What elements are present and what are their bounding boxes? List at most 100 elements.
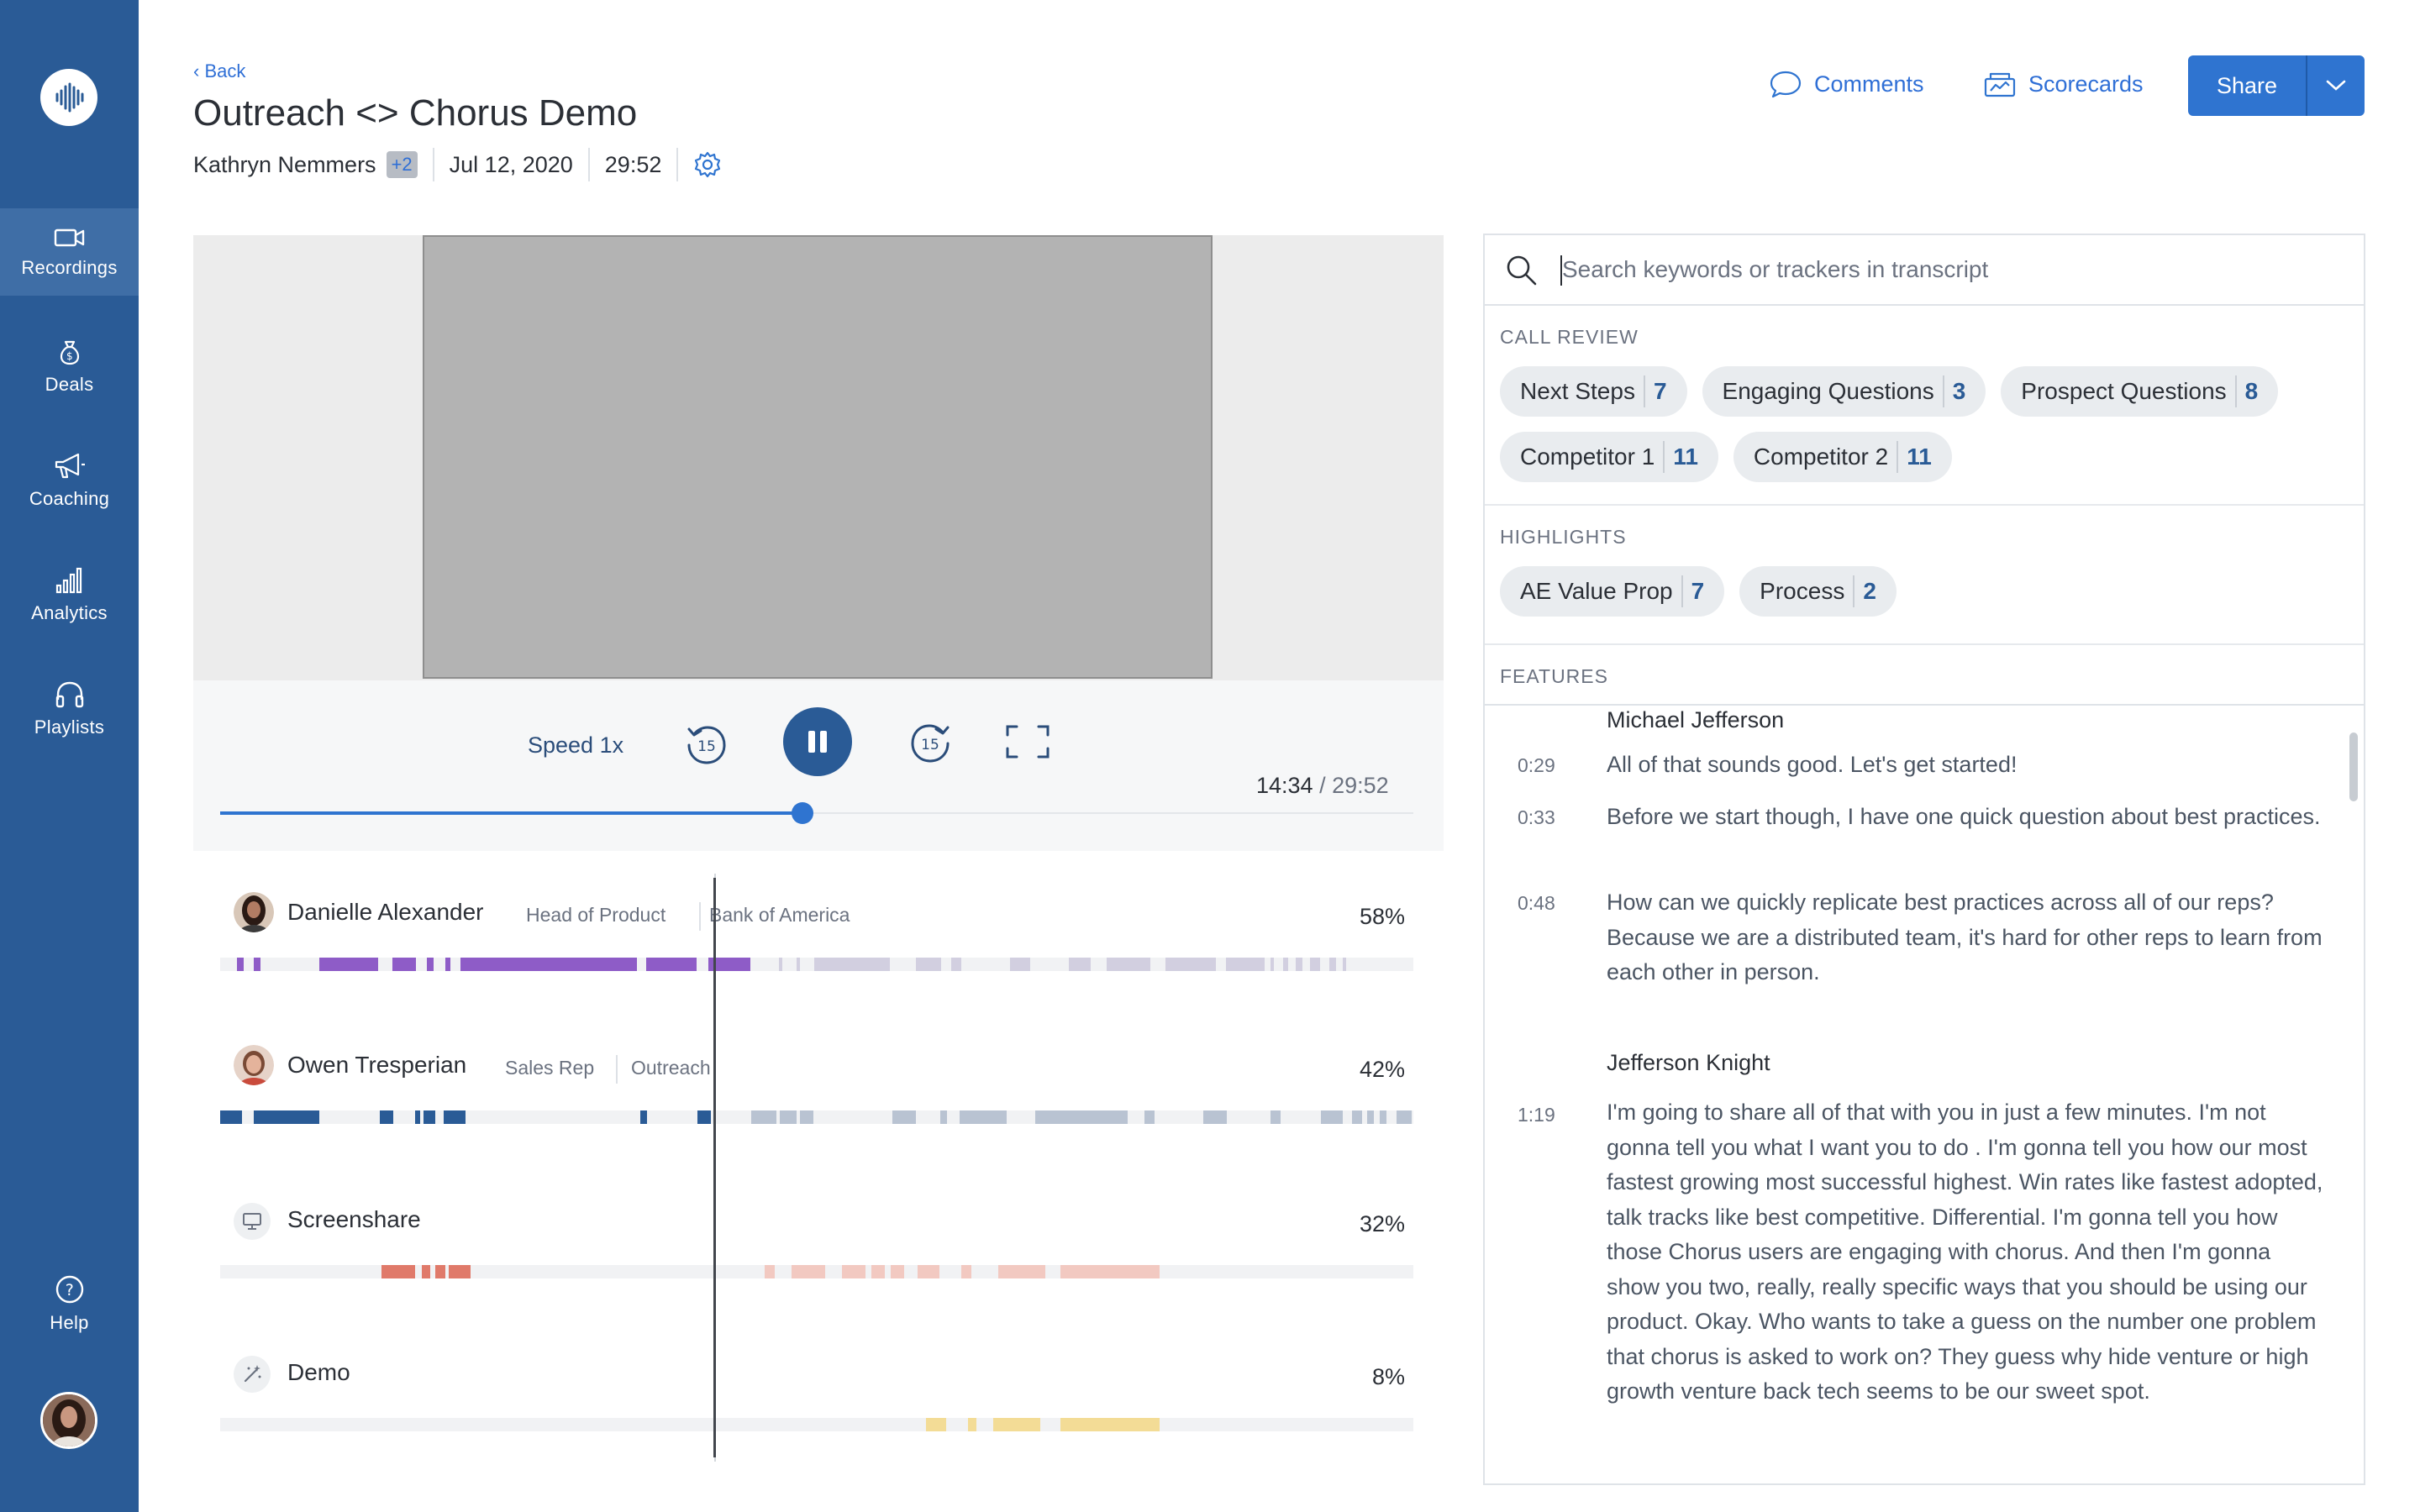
tracker-chip[interactable]: Competitor 2 11 <box>1733 432 1952 482</box>
timeline-segment[interactable] <box>916 958 941 971</box>
extra-participants-badge[interactable]: +2 <box>386 151 418 178</box>
timeline-segment[interactable] <box>751 1110 776 1124</box>
search-input[interactable] <box>1562 254 2318 286</box>
timeline-segment[interactable] <box>445 958 450 971</box>
sidebar-item-analytics[interactable]: Analytics <box>0 551 139 638</box>
timeline-segment[interactable] <box>998 1265 1045 1278</box>
user-avatar[interactable] <box>40 1392 97 1449</box>
timeline-segment[interactable] <box>444 1110 466 1124</box>
timeline-segment[interactable] <box>926 1418 946 1431</box>
tracker-chip[interactable]: Next Steps 7 <box>1500 366 1687 417</box>
tracker-chip[interactable]: Process 2 <box>1739 566 1897 617</box>
timeline-segment[interactable] <box>951 958 961 971</box>
timeline-segment[interactable] <box>427 958 434 971</box>
transcript-timestamp[interactable]: 0:48 <box>1518 892 1555 914</box>
timeline-segment[interactable] <box>1165 958 1216 971</box>
progress-track[interactable] <box>220 812 1413 814</box>
timeline-segment[interactable] <box>1352 1110 1362 1124</box>
timeline-segment[interactable] <box>1283 958 1288 971</box>
progress-knob[interactable] <box>791 802 813 824</box>
timeline-segment[interactable] <box>435 1265 445 1278</box>
sidebar-item-help[interactable]: ? Help <box>0 1260 139 1347</box>
transcript-timestamp[interactable]: 0:33 <box>1518 806 1555 828</box>
sidebar-item-recordings[interactable]: Recordings <box>0 208 139 296</box>
share-dropdown-toggle[interactable] <box>2307 79 2365 92</box>
speaker-row[interactable]: Owen Tresperian Sales Rep Outreach 42% <box>220 1045 1413 1171</box>
timeline-segment[interactable] <box>381 1265 415 1278</box>
rewind-15-icon[interactable]: 15 <box>682 721 729 768</box>
tracker-chip[interactable]: Competitor 1 11 <box>1500 432 1718 482</box>
timeline-segment[interactable] <box>892 1110 916 1124</box>
speaker-timeline[interactable] <box>220 958 1413 971</box>
timeline-segment[interactable] <box>968 1418 976 1431</box>
timeline-playhead[interactable] <box>713 878 716 1457</box>
timeline-segment[interactable] <box>392 958 416 971</box>
timeline-segment[interactable] <box>319 958 378 971</box>
timeline-segment[interactable] <box>1203 1110 1227 1124</box>
timeline-segment[interactable] <box>961 1265 971 1278</box>
timeline-segment[interactable] <box>1296 958 1302 971</box>
timeline-segment[interactable] <box>1380 1110 1386 1124</box>
timeline-segment[interactable] <box>918 1265 939 1278</box>
timeline-segment[interactable] <box>646 958 697 971</box>
comments-button[interactable]: Comments <box>1769 69 1924 99</box>
sidebar-item-playlists[interactable]: Playlists <box>0 665 139 753</box>
timeline-segment[interactable] <box>814 958 890 971</box>
timeline-segment[interactable] <box>780 1110 797 1124</box>
timeline-segment[interactable] <box>460 958 637 971</box>
timeline-segment[interactable] <box>800 1110 813 1124</box>
chorus-logo[interactable] <box>40 69 97 126</box>
speaker-timeline[interactable] <box>220 1110 1413 1124</box>
timeline-segment[interactable] <box>960 1110 1007 1124</box>
gear-icon[interactable] <box>693 150 722 179</box>
timeline-segment[interactable] <box>1367 1110 1374 1124</box>
timeline-segment[interactable] <box>254 1110 319 1124</box>
timeline-segment[interactable] <box>237 958 244 971</box>
timeline-segment[interactable] <box>1144 1110 1155 1124</box>
speaker-row[interactable]: Screenshare 32% <box>220 1200 1413 1326</box>
timeline-segment[interactable] <box>449 1265 471 1278</box>
share-button[interactable]: Share <box>2188 55 2365 116</box>
timeline-segment[interactable] <box>1310 958 1320 971</box>
timeline-segment[interactable] <box>1035 1110 1128 1124</box>
tracker-chip[interactable]: Prospect Questions 8 <box>2001 366 2279 417</box>
speaker-timeline[interactable] <box>220 1265 1413 1278</box>
timeline-segment[interactable] <box>1329 958 1336 971</box>
timeline-segment[interactable] <box>254 958 260 971</box>
timeline-segment[interactable] <box>940 1110 947 1124</box>
scorecards-button[interactable]: Scorecards <box>1983 69 2144 99</box>
timeline-segment[interactable] <box>1107 958 1150 971</box>
timeline-segment[interactable] <box>891 1265 904 1278</box>
transcript-timestamp[interactable]: 0:29 <box>1518 754 1555 776</box>
timeline-segment[interactable] <box>779 958 782 971</box>
tracker-chip[interactable]: Engaging Questions 3 <box>1702 366 1986 417</box>
pause-button[interactable] <box>783 707 852 776</box>
timeline-segment[interactable] <box>1069 958 1091 971</box>
timeline-segment[interactable] <box>424 1110 435 1124</box>
speaker-row[interactable]: Danielle Alexander Head of Product Bank … <box>220 892 1413 1018</box>
search-box[interactable] <box>1485 235 2364 306</box>
video-frame[interactable] <box>423 235 1213 679</box>
speaker-row[interactable]: Demo 8% <box>220 1352 1413 1478</box>
timeline-segment[interactable] <box>697 1110 711 1124</box>
timeline-segment[interactable] <box>422 1265 430 1278</box>
timeline-segment[interactable] <box>380 1110 393 1124</box>
timeline-segment[interactable] <box>1060 1418 1160 1431</box>
sidebar-item-coaching[interactable]: Coaching <box>0 437 139 524</box>
tracker-chip[interactable]: AE Value Prop 7 <box>1500 566 1725 617</box>
transcript-scrollbar[interactable] <box>2349 732 2358 801</box>
timeline-segment[interactable] <box>797 958 800 971</box>
forward-15-icon[interactable]: 15 <box>908 719 955 766</box>
sidebar-item-deals[interactable]: $ Deals <box>0 323 139 410</box>
timeline-segment[interactable] <box>1226 958 1265 971</box>
timeline-segment[interactable] <box>842 1265 865 1278</box>
timeline-segment[interactable] <box>220 1110 242 1124</box>
timeline-segment[interactable] <box>792 1265 825 1278</box>
timeline-segment[interactable] <box>1270 1110 1281 1124</box>
timeline-segment[interactable] <box>1010 958 1030 971</box>
speed-button[interactable]: Speed 1x <box>528 732 624 758</box>
back-link[interactable]: ‹ Back <box>193 60 246 81</box>
timeline-segment[interactable] <box>1343 958 1346 971</box>
transcript-timestamp[interactable]: 1:19 <box>1518 1104 1555 1126</box>
timeline-segment[interactable] <box>1397 1110 1412 1124</box>
